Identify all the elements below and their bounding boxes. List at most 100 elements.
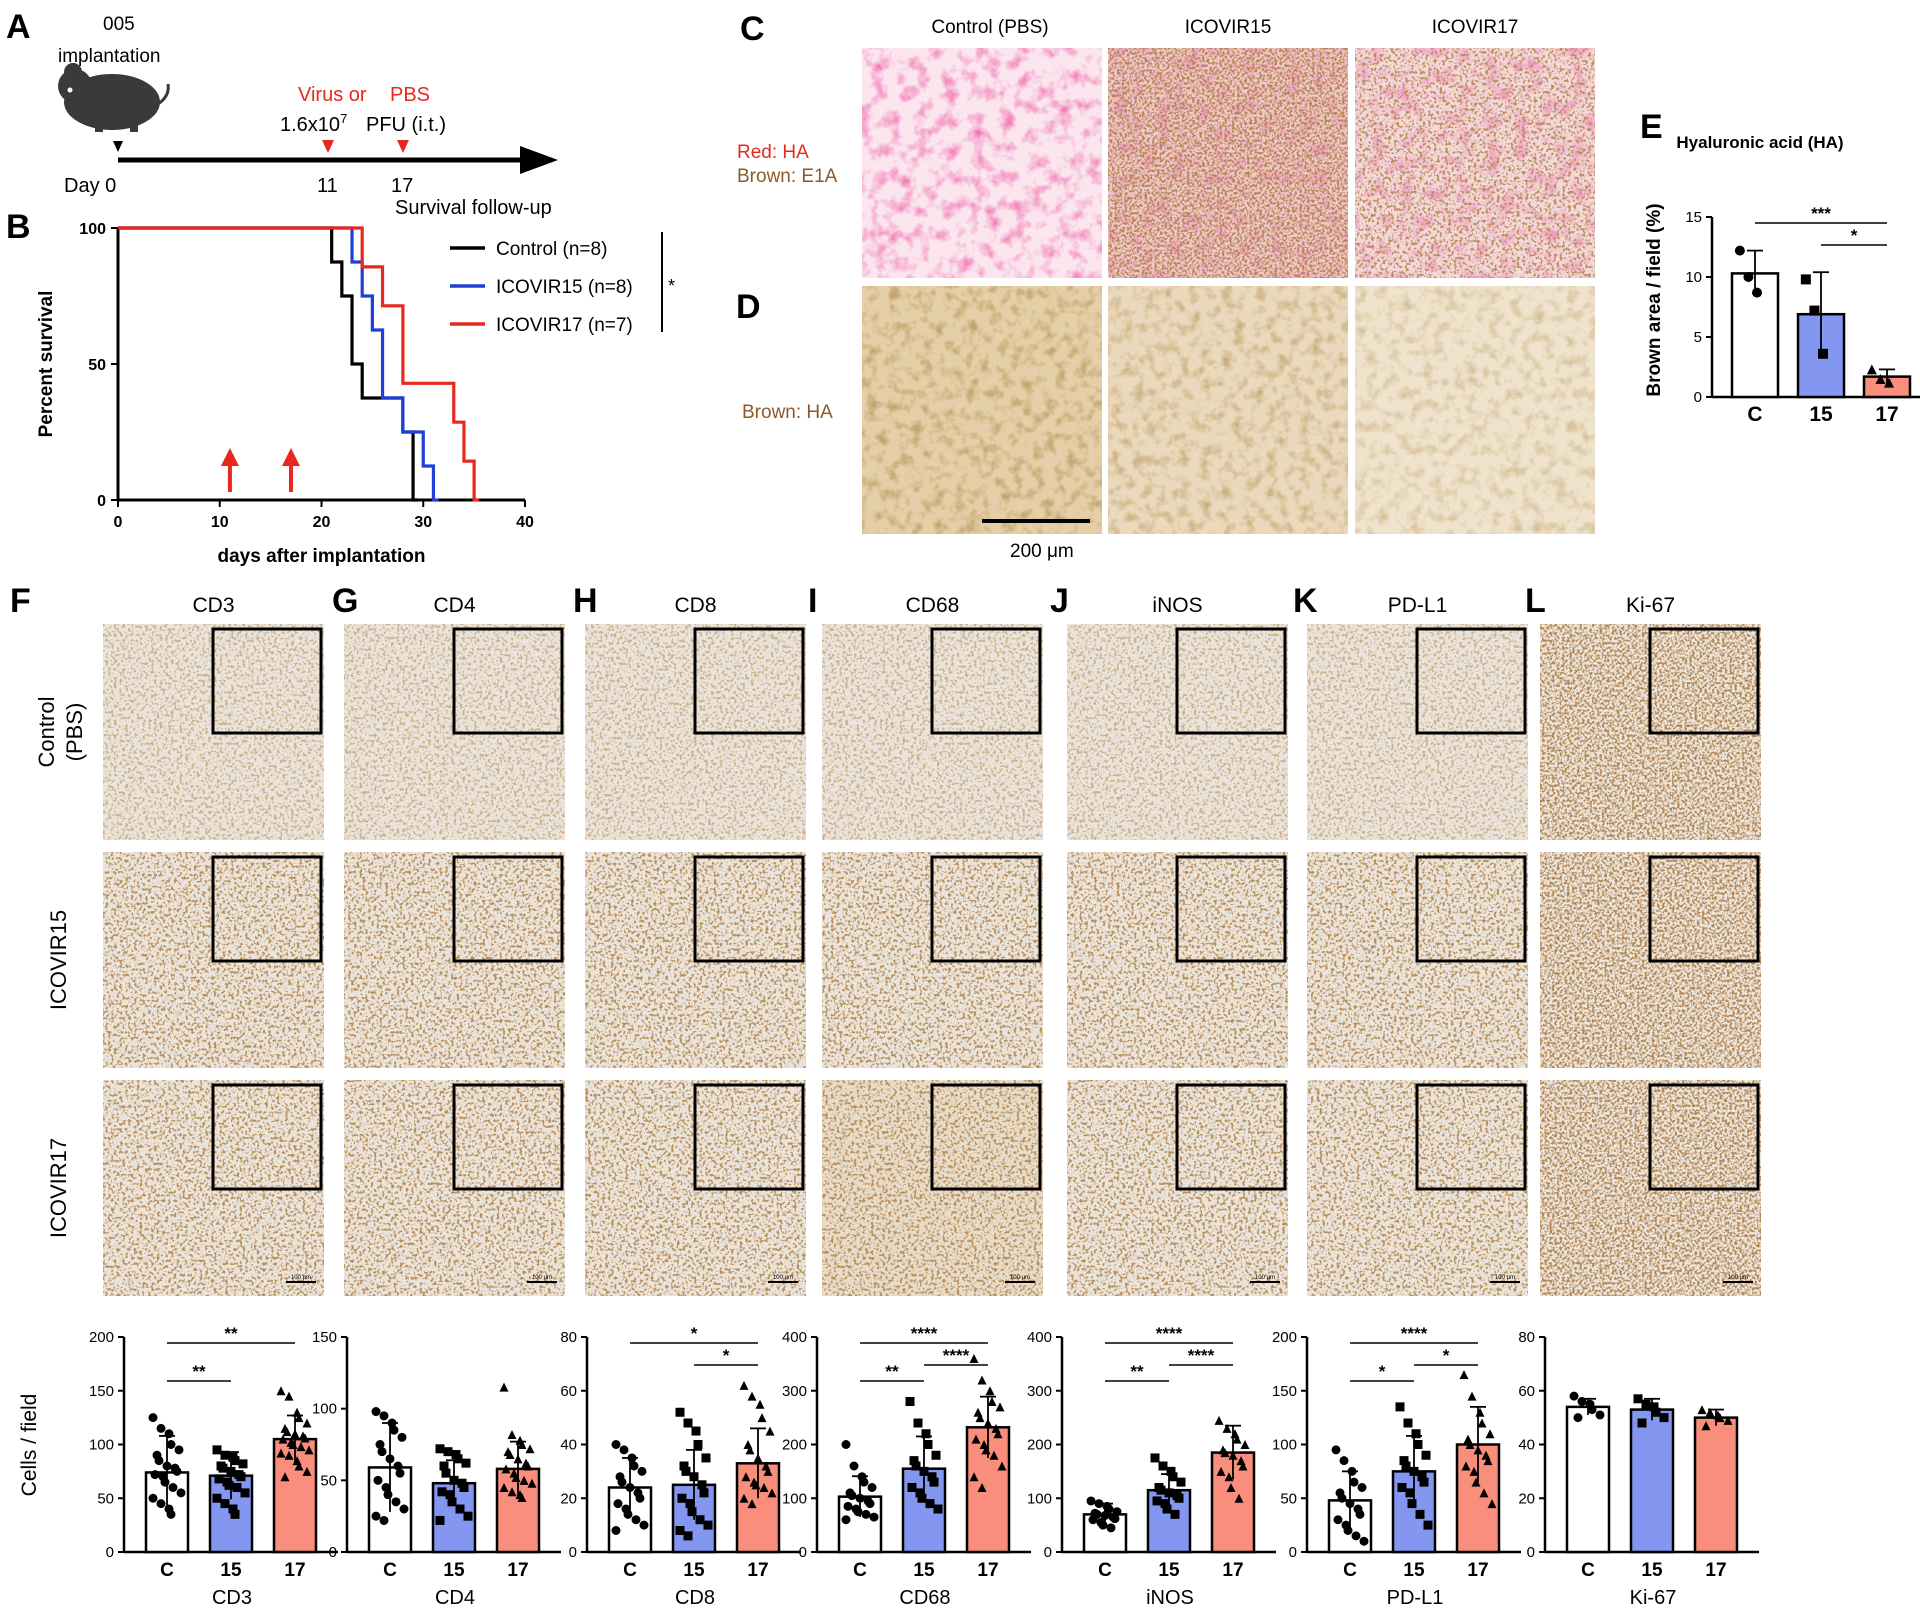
sig-label-3: **** [1188,1346,1215,1365]
data-point [1413,1440,1423,1449]
panel-letter-h: H [573,582,598,620]
mouse-icon [58,63,170,132]
data-point [1232,1434,1242,1444]
inset-box [1415,1083,1527,1191]
data-point [859,1477,869,1487]
followup-label: Survival follow-up [395,197,552,219]
data-point [443,1447,453,1457]
stain-brown-label: Brown: E1A [737,166,838,187]
category-label-15: 15 [220,1560,242,1581]
y-tick-label: 150 [312,1329,337,1346]
stain-ha-label: Brown: HA [742,402,833,423]
sig-label-1: ** [1130,1362,1144,1381]
y-tick-label: 400 [1027,1329,1052,1346]
data-point [1403,1418,1413,1428]
data-point [1577,1397,1587,1406]
data-point [513,1454,523,1464]
data-point [1240,1440,1250,1449]
micrograph-cd8-row2 [585,852,806,1068]
survival-line-3 [118,226,480,502]
panel-letter-f: F [10,582,31,620]
data-point [1331,1445,1341,1455]
category-label-C: C [1747,403,1762,426]
data-point [1170,1509,1180,1519]
scalebar-label: 100 μm [532,1275,552,1281]
panel-b-survival-chart: B 0 50 100 0 10 20 30 40 days after implantation… [6,208,675,567]
sig-label-3: **** [943,1346,970,1365]
inset-box [452,855,564,963]
data-point [983,1418,993,1428]
c-col-label-control: Control (PBS) [931,17,1048,38]
row-label-line: ICOVIR15 [46,910,71,1010]
x-axis-label: CD3 [212,1587,252,1609]
data-point [627,1453,637,1463]
data-point [1359,1536,1369,1546]
data-point [989,1450,999,1460]
data-point [282,1427,292,1437]
data-point [1160,1499,1170,1509]
virus-word: Virus or [298,84,367,106]
y-tick-label: 20 [560,1490,577,1507]
stain-red-label: Red: HA [737,142,809,163]
data-point [1477,1418,1487,1428]
y-tick-label: 80 [560,1329,577,1346]
y-tick-label: 400 [782,1329,807,1346]
y-tick-label: 150 [1272,1383,1297,1400]
data-point [164,1429,174,1439]
day-label: Day 0 [64,175,116,197]
sig-label-1: ** [192,1362,206,1381]
y-tick-label: 300 [1027,1383,1052,1400]
y-tick-label: 200 [782,1437,807,1454]
data-point [689,1472,699,1482]
data-point [1573,1413,1583,1423]
data-point [1176,1477,1186,1487]
data-point [1884,377,1894,388]
sig-label-2: * [723,1346,730,1365]
data-point [1401,1461,1411,1471]
data-point [1473,1445,1483,1455]
data-point [162,1461,172,1471]
sig-label-1: *** [1811,204,1831,223]
micrograph-cd68-row1 [822,624,1043,840]
data-point [867,1483,877,1492]
data-point [1158,1461,1168,1471]
data-point [699,1488,709,1498]
scalebar-label: 100 μm [291,1275,311,1281]
data-point [389,1425,399,1435]
data-point [1701,1421,1711,1431]
y-tick-label: 200 [89,1329,114,1346]
data-point [523,1461,533,1471]
data-point [236,1472,246,1482]
x-axis-label: CD8 [675,1587,715,1609]
data-point [371,1511,381,1521]
y-tick-label: 100 [312,1401,337,1418]
x-axis-label: Ki-67 [1630,1587,1677,1609]
data-point [1399,1456,1409,1466]
y-tick-label: 40 [1518,1437,1535,1454]
data-point [435,1515,445,1525]
row-label-3: ICOVIR17 [46,1138,71,1238]
category-label-15: 15 [913,1560,935,1581]
data-point [1168,1472,1178,1482]
data-point [437,1487,447,1497]
data-point [933,1504,943,1514]
data-point [693,1440,703,1449]
data-point [675,1407,685,1417]
data-point [212,1493,222,1503]
treatment-arrow-head-1 [220,448,239,466]
data-point [841,1515,851,1525]
y-tick-label: 0 [1289,1544,1297,1561]
day17-marker [397,140,409,153]
category-label-15: 15 [443,1560,465,1581]
micrograph-cd8-row1 [585,624,806,840]
row-label-1: Control (PBS) [34,697,87,768]
x-axis-label: iNOS [1146,1587,1194,1609]
data-point [1174,1493,1184,1503]
row-label-line: (PBS) [62,703,87,762]
day0-marker [113,141,123,152]
data-point [525,1444,535,1454]
data-point [379,1515,389,1525]
data-point [909,1456,919,1466]
data-point [441,1468,451,1478]
sig-label-1: ** [885,1362,899,1381]
